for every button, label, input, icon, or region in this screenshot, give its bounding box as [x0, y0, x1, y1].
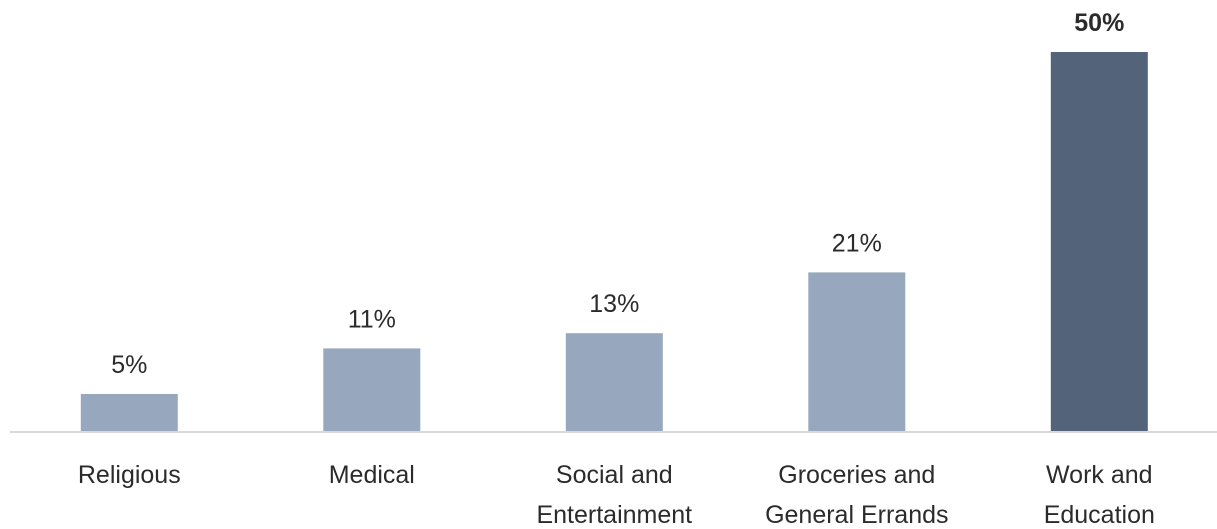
bars-group: [80, 52, 1148, 432]
category-label-2-line-1: Entertainment: [536, 501, 692, 529]
category-label-4-line-1: Education: [1044, 501, 1155, 529]
bar-2: [565, 333, 663, 432]
data-label-3: 21%: [832, 229, 882, 257]
category-label-0: Religious: [78, 461, 181, 489]
data-label-0: 5%: [111, 351, 147, 379]
bar-4: [1050, 52, 1148, 432]
category-label-2-line-0: Social and: [556, 461, 673, 489]
bar-1: [323, 348, 421, 432]
category-label-1: Medical: [329, 461, 415, 489]
data-label-1: 11%: [348, 305, 396, 333]
data-label-2: 13%: [589, 290, 639, 318]
category-label-3-line-1: General Errands: [765, 501, 948, 529]
data-label-4: 50%: [1074, 9, 1124, 37]
bar-3: [808, 272, 906, 432]
category-label-4-line-0: Work and: [1046, 461, 1153, 489]
labels-group: 5% Religious 11% Medical 13% Social and Entert…: [78, 9, 1155, 529]
bar-0: [80, 394, 178, 432]
category-label-3-line-0: Groceries and: [778, 461, 935, 489]
